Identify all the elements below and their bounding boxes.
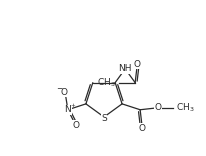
Text: +: + <box>70 103 75 108</box>
Text: O: O <box>134 60 141 69</box>
Text: −: − <box>56 84 62 93</box>
Text: S: S <box>101 114 107 123</box>
Text: N: N <box>64 105 71 114</box>
Text: NH: NH <box>118 64 132 73</box>
Text: CH$_3$: CH$_3$ <box>97 76 115 89</box>
Text: O: O <box>139 124 146 133</box>
Text: O: O <box>72 121 79 130</box>
Text: CH$_3$: CH$_3$ <box>176 102 195 114</box>
Text: O: O <box>155 103 162 112</box>
Text: O: O <box>61 88 68 97</box>
